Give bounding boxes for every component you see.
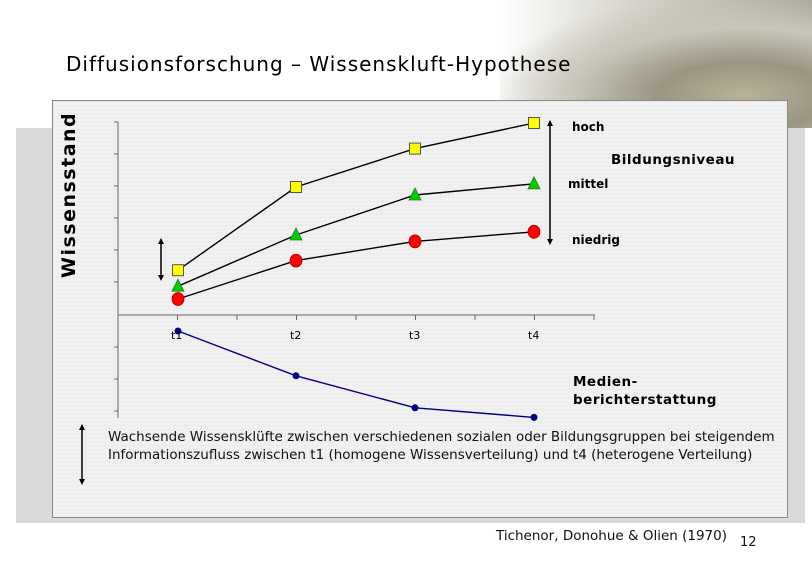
legend-medien-line2: berichterstattung [573,392,717,408]
x-tick-label: t3 [409,329,421,342]
legend-title: Bildungsniveau [611,152,736,168]
series-line-0 [177,122,535,271]
square-marker [528,117,540,129]
square-marker [409,142,421,155]
x-tick-label: t1 [171,329,183,342]
legend-niedrig: niedrig [572,233,621,247]
triangle-marker [527,175,541,190]
description-text: Wachsende Wissensklüfte zwischen verschi… [108,429,775,463]
x-tick-label: t4 [528,329,540,342]
circle-marker [289,253,303,268]
triangle-marker [408,187,422,201]
legend-mittel: mittel [568,177,609,191]
gap-t1-arrow-icon-head-up [158,238,164,244]
series-line-3 [177,330,535,419]
circle-marker [171,292,185,306]
dot-marker [530,413,538,421]
triangle-marker [171,278,185,292]
description-arrow-icon-head-down [79,479,85,485]
gap-t4-arrow-icon-head-up [547,120,553,126]
citation: Tichenor, Donohue & Olien (1970) [496,528,727,544]
circle-marker [408,234,422,249]
series-line-2 [177,231,535,300]
description-arrow-icon-head-up [79,424,85,430]
gap-t1-arrow-icon-head-down [158,275,164,281]
square-marker [172,264,184,277]
page-title: Diffusionsforschung – Wissenskluft-Hypot… [66,52,572,76]
gap-t4-arrow-icon-head-down [547,239,553,245]
axes [114,121,595,418]
series-line-1 [177,183,535,287]
legend-medien-line1: Medien- [573,374,638,390]
chart-panel [52,100,788,518]
page-number: 12 [740,535,757,550]
arrows [79,120,553,485]
square-marker [290,181,302,193]
dot-marker [292,372,300,380]
series-group [171,117,541,421]
triangle-marker [289,227,303,241]
dot-marker [411,404,419,412]
circle-marker [527,224,541,239]
dot-marker [174,327,182,335]
legend-hoch: hoch [572,120,605,134]
x-tick-label: t2 [290,329,302,342]
